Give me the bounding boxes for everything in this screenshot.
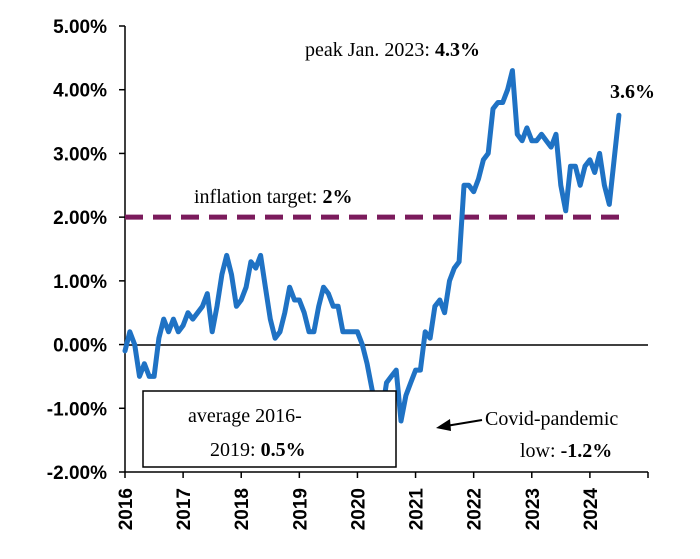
x-tick-label: 2018 [232, 488, 253, 530]
covid-low-annotation: Covid-pandemic low: -1.2% [436, 408, 618, 462]
y-tick-label: 5.00% [53, 17, 107, 38]
y-tick-label: 0.00% [53, 336, 107, 357]
covid-arrow-head [436, 419, 451, 431]
average-annotation-line2: 2019: 0.5% [210, 439, 306, 461]
x-tick-label: 2019 [290, 488, 311, 530]
y-axis-tick-labels: 5.00% 4.00% 3.00% 2.00% 1.00% 0.00% -1.00% -2.0… [47, 17, 107, 484]
y-tick-label: 4.00% [53, 81, 107, 102]
average-annotation-line1: average 2016- [188, 405, 302, 427]
average-annotation-box: average 2016- 2019: 0.5% [142, 390, 397, 468]
inflation-series-line [122, 68, 622, 424]
average-annotation-prefix: 2019: [210, 439, 261, 461]
covid-annotation-line1: Covid-pandemic [485, 408, 618, 430]
y-tick-label: 2.00% [53, 208, 107, 229]
y-tick-label: 1.00% [53, 272, 107, 293]
target-annotation: inflation target: 2% [194, 186, 353, 208]
x-tick-label: 2016 [116, 488, 137, 530]
x-tick-label: 2017 [174, 488, 195, 530]
x-tick-label: 2023 [523, 488, 544, 530]
x-tick-label: 2022 [465, 488, 486, 530]
average-annotation-value: 0.5% [261, 439, 306, 461]
target-annotation-value: 2% [323, 186, 353, 208]
x-axis-tick-labels: 2016 2017 2018 2019 2020 2021 2022 2023 2024 [116, 488, 602, 531]
axis-tick-marks [119, 25, 649, 478]
covid-annotation-line2: low: -1.2% [520, 440, 612, 462]
y-tick-label: -1.00% [47, 399, 107, 420]
y-tick-label: -2.00% [47, 463, 107, 484]
latest-value-label: 3.6% [610, 81, 655, 103]
covid-arrow-shaft [445, 419, 483, 427]
covid-annotation-prefix: low: [520, 440, 561, 462]
x-tick-label: 2024 [581, 488, 602, 531]
covid-annotation-value: -1.2% [561, 440, 613, 462]
y-tick-label: 3.00% [53, 144, 107, 165]
target-annotation-prefix: inflation target: [194, 186, 323, 208]
peak-annotation: peak Jan. 2023: 4.3% [305, 39, 480, 61]
peak-annotation-value: 4.3% [435, 39, 480, 61]
peak-annotation-prefix: peak Jan. 2023: [305, 39, 435, 61]
x-tick-label: 2021 [407, 488, 428, 531]
average-box-frame [142, 390, 397, 468]
x-tick-label: 2020 [348, 488, 369, 530]
